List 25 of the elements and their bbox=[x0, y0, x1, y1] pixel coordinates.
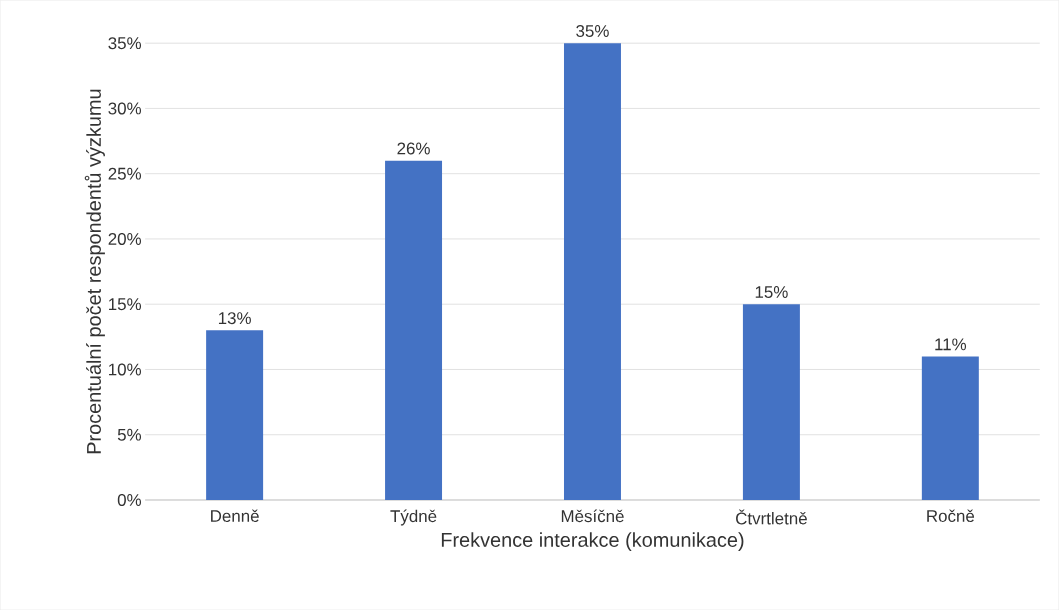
data-label: 26% bbox=[397, 142, 430, 155]
bar bbox=[206, 330, 264, 500]
y-tick-label: 25% bbox=[108, 167, 142, 180]
y-tick-label: 20% bbox=[108, 232, 142, 245]
bar bbox=[385, 160, 443, 500]
x-tick-label: Týdně bbox=[390, 509, 437, 526]
y-tick-label: 0% bbox=[117, 493, 142, 506]
bar bbox=[563, 43, 621, 500]
x-tick-label: Denně bbox=[211, 509, 259, 522]
bar bbox=[742, 304, 800, 500]
y-axis-title: Procentuální počet respondentů výzkumu bbox=[84, 89, 105, 454]
x-tick-label: Ročně bbox=[927, 509, 975, 522]
x-axis-title: Frekvence interakce (komunikace) bbox=[441, 532, 744, 551]
data-label: 15% bbox=[755, 286, 788, 298]
y-tick-label: 5% bbox=[117, 428, 142, 441]
bar bbox=[921, 356, 979, 500]
y-tick-label: 10% bbox=[109, 363, 142, 376]
y-tick-label: 35% bbox=[108, 37, 142, 50]
y-tick-label: 15% bbox=[109, 298, 142, 311]
data-label: 13% bbox=[218, 312, 251, 325]
data-label: 35% bbox=[576, 24, 609, 37]
x-tick-label: Čtvrtletně bbox=[736, 509, 807, 525]
data-label: 11% bbox=[935, 338, 967, 351]
x-tick-label: Měsíčně bbox=[561, 509, 624, 523]
y-tick-label: 30% bbox=[108, 102, 142, 115]
